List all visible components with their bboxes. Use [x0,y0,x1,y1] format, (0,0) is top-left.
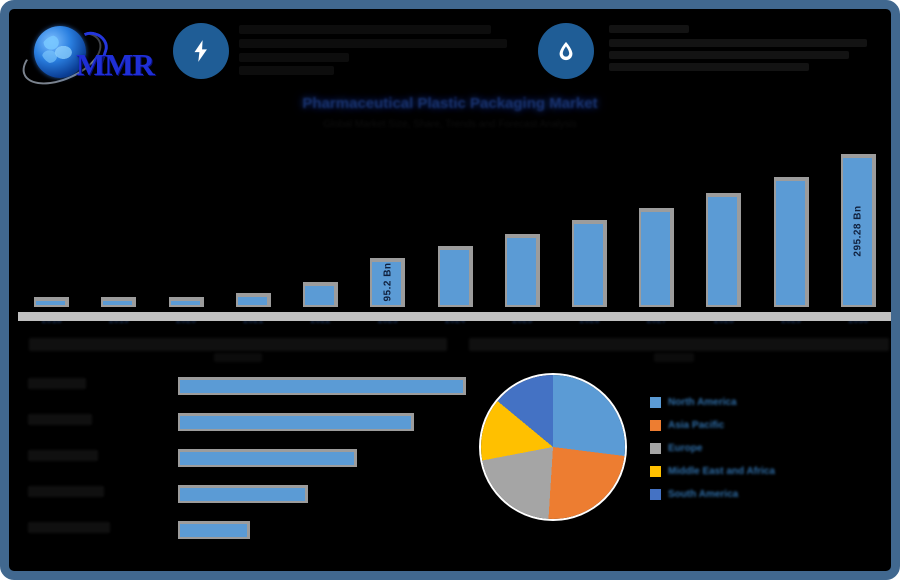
droplet-badge [538,23,594,79]
hbar-fill [180,380,463,393]
left-panel-subheading [214,353,262,362]
column-bar [235,293,271,307]
hbar-row [18,446,468,474]
column-bar [571,220,607,307]
column-bar-fill [103,301,133,305]
legend-color-swatch [650,466,661,477]
right-panel-subheading [654,353,694,362]
column-bar-fill [708,197,738,305]
column-bar [706,193,742,307]
column-bar [303,282,339,307]
column-bar-fill [305,286,335,305]
chart-axis-line [18,312,891,321]
legend-item: North America [650,391,830,414]
right-panel-heading [469,338,889,351]
lightning-bolt-badge [173,23,229,79]
legend-item: Europe [650,437,830,460]
hbar-fill [180,416,412,429]
hbar-row [18,374,468,402]
header-text-line [609,39,867,47]
column-bar-fill [372,261,402,305]
pie-legend: North America Asia Pacific Europe Middle Ea… [650,391,830,506]
logo-wordmark: MMR [76,47,155,82]
column-bar [168,297,204,307]
column-bar-value-label: 295.28 Bn [852,205,864,257]
legend-color-swatch [650,420,661,431]
hbar-row [18,482,468,510]
header-text-line [239,66,334,75]
column-bar-fill [775,180,805,305]
horizontal-bar-chart [18,374,468,554]
column-bar [437,246,473,307]
legend-item: Middle East and Africa [650,460,830,483]
lightning-bolt-icon [194,40,207,62]
left-panel-heading [29,338,447,351]
legend-color-swatch [650,443,661,454]
hbar-row [18,410,468,438]
globe-icon [34,26,86,78]
column-bar: 95.2 Bn [370,257,406,307]
column-bar [34,297,70,307]
hbar-fill [180,452,354,465]
hbar-category-label [28,486,104,497]
page-subtitle: Global Market Size, Share, Trends and Fo… [323,119,577,130]
legend-item: Asia Pacific [650,414,830,437]
pie-chart [481,375,625,519]
legend-item-label: South America [668,489,739,500]
column-bar-fill [170,301,200,305]
legend-item-label: Europe [668,443,703,454]
column-bar-fill [36,301,66,305]
column-bar [773,176,809,307]
hbar-category-label [28,378,86,389]
header-text-line [239,25,491,34]
column-bar [504,234,540,307]
header-text-line [239,39,507,48]
column-bar-value-label: 95.2 Bn [382,262,394,302]
column-bar [639,207,675,307]
hbar-category-label [28,450,98,461]
legend-item-label: North America [668,397,737,408]
legend-item-label: Middle East and Africa [668,466,775,477]
header-text-line [609,25,689,33]
column-bar: 295.28 Bn [840,154,876,307]
column-bar-fill [573,224,603,305]
header-text-line [239,53,349,62]
legend-color-swatch [650,397,661,408]
hbar-fill [180,524,247,537]
column-bar-fill [439,250,469,305]
hbar-fill [180,488,305,501]
header-text-line [609,51,849,59]
droplet-icon [559,41,573,61]
page-title: Pharmaceutical Plastic Packaging Market [302,95,598,112]
header-text-line [609,63,809,71]
column-chart: 2018201920202021202295.2 Bn2023202420252… [18,134,891,329]
column-bar-fill [842,158,872,305]
header: MMR [9,9,891,96]
hbar-row [18,518,468,546]
column-bar-fill [237,297,267,305]
column-bar-fill [506,238,536,305]
hbar-category-label [28,522,110,533]
column-bar-fill [641,211,671,305]
legend-color-swatch [650,489,661,500]
legend-item-label: Asia Pacific [668,420,725,431]
legend-item: South America [650,483,830,506]
hbar-category-label [28,414,92,425]
mmr-logo: MMR [14,14,155,96]
column-bar [101,297,137,307]
